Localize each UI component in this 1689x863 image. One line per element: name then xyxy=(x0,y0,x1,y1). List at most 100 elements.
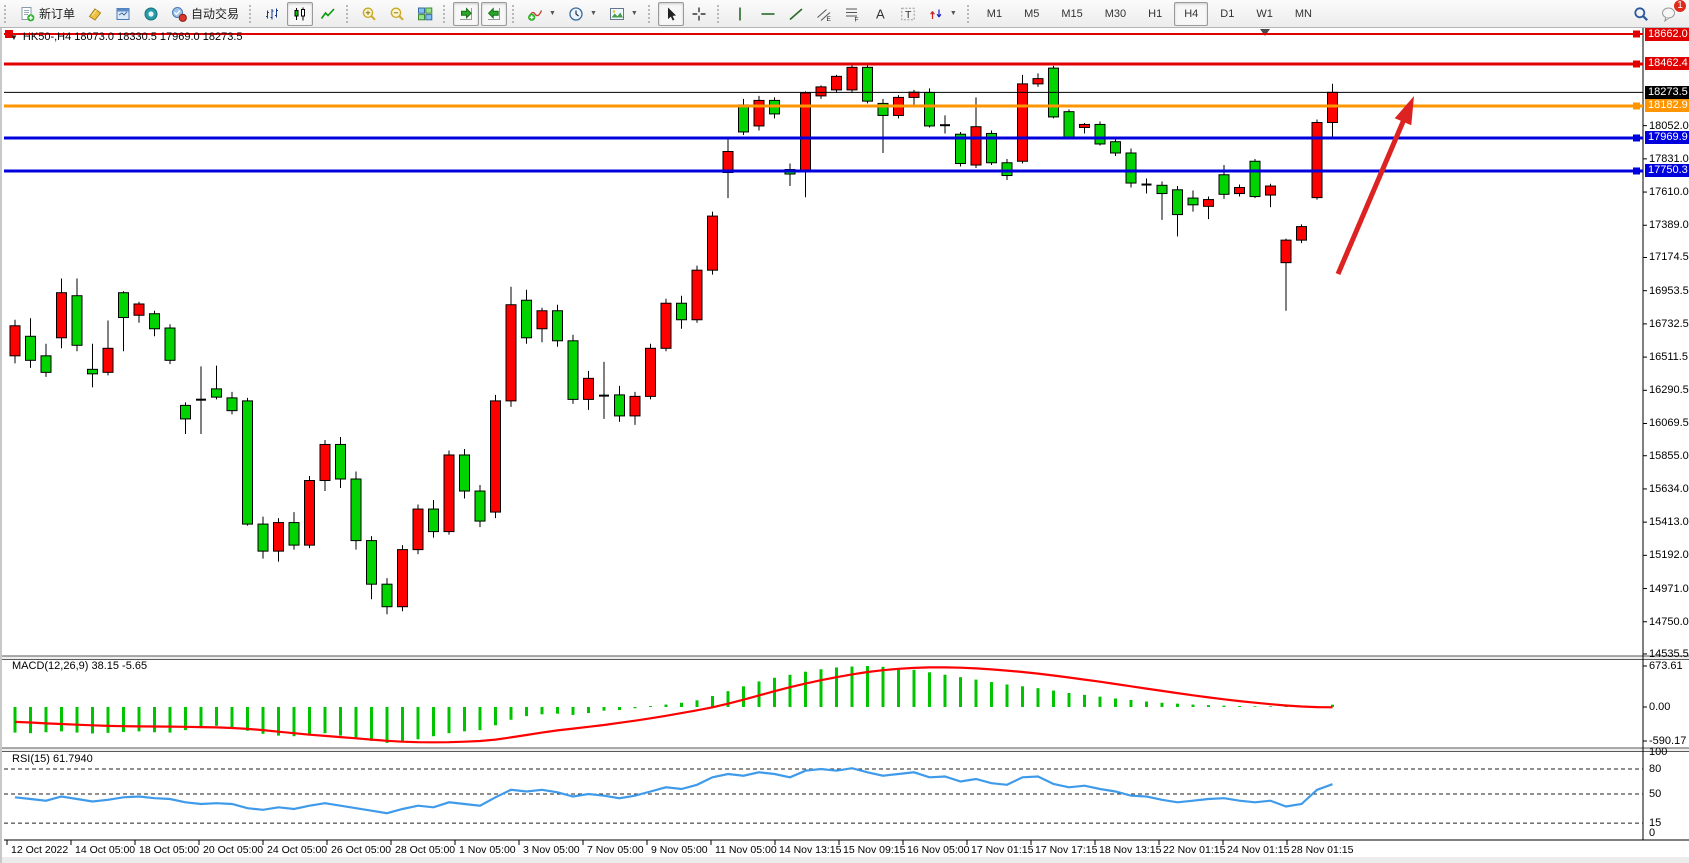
candle-body[interactable] xyxy=(738,104,749,133)
chart-canvas[interactable] xyxy=(2,27,1689,863)
candle-body[interactable] xyxy=(1296,226,1307,241)
candle-body[interactable] xyxy=(1187,197,1199,206)
candle-body[interactable] xyxy=(118,292,129,319)
candle-body[interactable] xyxy=(1265,185,1276,196)
panel-separator[interactable] xyxy=(2,748,1689,752)
bar-chart-button[interactable] xyxy=(259,2,285,26)
candle-body[interactable] xyxy=(288,522,300,546)
auto-scroll-button[interactable] xyxy=(453,1,480,26)
candle-body[interactable] xyxy=(1063,111,1075,139)
tf-w1[interactable]: W1 xyxy=(1246,2,1283,26)
line-handle[interactable] xyxy=(1633,134,1640,142)
candle-body[interactable] xyxy=(1110,141,1121,154)
zoom-out-button[interactable] xyxy=(384,2,410,26)
candle-body[interactable] xyxy=(877,102,889,116)
chevron-down-icon[interactable]: ▼ xyxy=(589,10,597,17)
candle-body[interactable] xyxy=(304,480,315,546)
line-handle[interactable] xyxy=(1633,30,1640,38)
chevron-down-icon[interactable]: ▼ xyxy=(949,10,957,17)
candle-body[interactable] xyxy=(71,295,83,346)
tf-m5[interactable]: M5 xyxy=(1014,2,1049,26)
candle-body[interactable] xyxy=(583,377,594,400)
candle-body[interactable] xyxy=(536,310,548,330)
candle-body[interactable] xyxy=(1094,123,1106,145)
candle-body[interactable] xyxy=(986,132,997,164)
tf-m1[interactable]: M1 xyxy=(977,2,1012,26)
candle-body[interactable] xyxy=(1218,174,1230,195)
candle-body[interactable] xyxy=(366,540,377,585)
annotation-arrow-shaft[interactable] xyxy=(1335,115,1408,275)
candle-body[interactable] xyxy=(1001,162,1013,177)
candle-body[interactable] xyxy=(149,313,160,330)
tile-windows-button[interactable] xyxy=(412,2,438,26)
candle-body[interactable] xyxy=(552,310,563,342)
candle-body[interactable] xyxy=(211,388,222,398)
candle-body[interactable] xyxy=(831,75,842,91)
candle-body[interactable] xyxy=(474,490,486,522)
zoom-in-button[interactable] xyxy=(356,2,382,26)
candle-body[interactable] xyxy=(707,215,718,271)
candle-body[interactable] xyxy=(955,133,966,165)
new-order-button[interactable]: 新订单 xyxy=(14,2,80,26)
chat-button[interactable]: 1 xyxy=(1656,0,1687,26)
candle-body[interactable] xyxy=(846,66,858,91)
candle-body[interactable] xyxy=(133,303,145,316)
candle-body[interactable] xyxy=(660,302,672,349)
candle-body[interactable] xyxy=(1249,160,1261,198)
arrows-button[interactable]: ▼ xyxy=(923,2,962,26)
candle-body[interactable] xyxy=(9,325,21,357)
crosshair-button[interactable] xyxy=(686,2,712,26)
line-handle[interactable] xyxy=(1633,60,1640,68)
candle-body[interactable] xyxy=(273,522,284,552)
candle-body[interactable] xyxy=(40,355,52,373)
tf-mn[interactable]: MN xyxy=(1285,2,1322,26)
indicators-button[interactable]: ▼ xyxy=(522,2,561,26)
candle-body[interactable] xyxy=(505,304,517,402)
candle-body[interactable] xyxy=(567,340,579,400)
line-handle[interactable] xyxy=(5,30,13,38)
candle-body[interactable] xyxy=(970,126,982,166)
candle-body[interactable] xyxy=(490,400,501,513)
chart-shift-button[interactable] xyxy=(481,1,508,26)
candle-body[interactable] xyxy=(257,523,269,552)
candle-body[interactable] xyxy=(1311,121,1323,199)
candle-body[interactable] xyxy=(629,395,641,417)
periods-button[interactable]: ▼ xyxy=(563,2,602,26)
market-watch-button[interactable] xyxy=(110,2,136,26)
candle-body[interactable] xyxy=(397,549,408,608)
tf-m30[interactable]: M30 xyxy=(1095,2,1136,26)
candle-body[interactable] xyxy=(459,454,470,492)
candle-body[interactable] xyxy=(722,150,734,174)
candle-body[interactable] xyxy=(691,269,703,321)
cursor-button[interactable] xyxy=(657,1,684,26)
quick-trade-toggle-icon[interactable]: ▼ xyxy=(10,32,18,42)
templates-button[interactable]: ▼ xyxy=(604,2,643,26)
tf-h4[interactable]: H4 xyxy=(1174,1,1209,26)
candle-body[interactable] xyxy=(676,302,687,321)
candle-body[interactable] xyxy=(1079,123,1090,128)
candle-body[interactable] xyxy=(319,443,331,482)
candle-body[interactable] xyxy=(645,347,656,397)
fibonacci-button[interactable]: F xyxy=(839,2,865,26)
chevron-down-icon[interactable]: ▼ xyxy=(630,10,638,17)
candle-body[interactable] xyxy=(56,292,67,339)
candle-body[interactable] xyxy=(753,99,765,127)
horizontal-line-button[interactable] xyxy=(755,2,781,26)
chart-shift-marker-icon[interactable] xyxy=(1260,29,1270,36)
candle-body[interactable] xyxy=(1017,83,1028,162)
line-handle[interactable] xyxy=(1633,167,1640,175)
tf-h1[interactable]: H1 xyxy=(1138,2,1172,26)
candle-body[interactable] xyxy=(1280,239,1292,264)
candle-body[interactable] xyxy=(25,335,36,361)
candle-body[interactable] xyxy=(443,454,455,533)
chevron-down-icon[interactable]: ▼ xyxy=(549,10,556,17)
candle-body[interactable] xyxy=(226,397,238,412)
candle-body[interactable] xyxy=(862,66,873,102)
chart-gallery-button[interactable] xyxy=(82,2,108,26)
candle-body[interactable] xyxy=(87,368,98,375)
data-window-button[interactable] xyxy=(138,2,164,26)
candle-body[interactable] xyxy=(1203,199,1214,207)
auto-trading-button[interactable]: 自动交易 xyxy=(166,2,244,26)
candle-body[interactable] xyxy=(428,508,439,533)
chart-window[interactable]: ▼ HK50-,H4 18073.0 18330.5 17969.0 18273… xyxy=(0,27,1689,863)
